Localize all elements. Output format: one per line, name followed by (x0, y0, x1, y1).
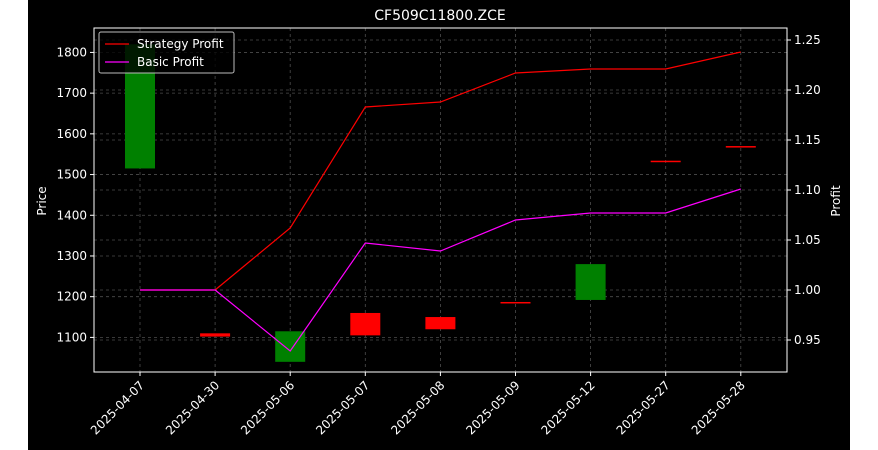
y-tick-label-left: 1700 (56, 86, 87, 100)
y-axis-label-right: Profit (829, 185, 843, 217)
candle (500, 301, 531, 304)
y-tick-label-left: 1400 (56, 208, 87, 222)
candle (725, 146, 756, 148)
y-tick-label-left: 1100 (56, 330, 87, 344)
legend-label-basic-profit: Basic Profit (137, 55, 204, 69)
strategy-profit-line (140, 51, 741, 291)
y-tick-label-right: 1.15 (794, 133, 821, 147)
y-tick-label-right: 0.95 (794, 333, 821, 347)
legend-box (98, 31, 235, 74)
y-tick-label-right: 1.25 (794, 33, 821, 47)
y-tick-label-right: 1.10 (794, 183, 821, 197)
y-tick-label-right: 1.20 (794, 83, 821, 97)
candle (350, 312, 381, 336)
profit-lines (140, 51, 741, 352)
legend: Strategy Profit Basic Profit (98, 31, 235, 74)
y-tick-label-left: 1800 (56, 45, 87, 59)
chart-title: CF509C11800.ZCE (374, 8, 506, 24)
y-tick-label-left: 1600 (56, 127, 87, 141)
legend-label-strategy-profit: Strategy Profit (137, 37, 224, 51)
y-tick-label-left: 1500 (56, 168, 87, 182)
candle (650, 160, 681, 163)
y-axis-label-left: Price (35, 186, 49, 215)
y-tick-label-left: 1300 (56, 249, 87, 263)
candle (575, 264, 606, 300)
candle (425, 317, 456, 330)
y-tick-label-right: 1.00 (794, 283, 821, 297)
figure-background (28, 0, 850, 450)
y-tick-label-left: 1200 (56, 290, 87, 304)
basic-profit-line (140, 188, 741, 352)
candle (200, 333, 231, 337)
y-tick-label-right: 1.05 (794, 233, 821, 247)
